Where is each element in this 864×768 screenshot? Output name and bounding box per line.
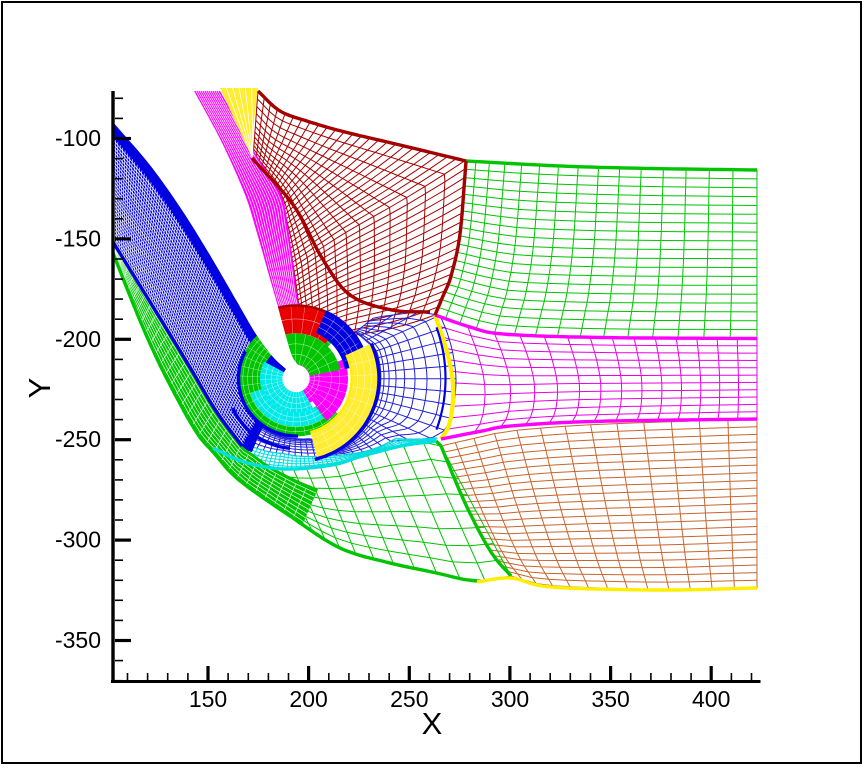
svg-text:-150: -150 [55, 225, 101, 251]
svg-text:150: 150 [189, 686, 227, 712]
svg-text:-250: -250 [55, 426, 101, 452]
svg-text:300: 300 [491, 686, 529, 712]
svg-text:X: X [422, 706, 443, 741]
svg-text:350: 350 [591, 686, 629, 712]
svg-text:-100: -100 [55, 125, 101, 151]
svg-text:400: 400 [692, 686, 730, 712]
svg-text:-350: -350 [55, 627, 101, 653]
svg-text:250: 250 [390, 686, 428, 712]
svg-text:-300: -300 [55, 527, 101, 553]
svg-text:-200: -200 [55, 326, 101, 352]
svg-text:200: 200 [289, 686, 327, 712]
svg-text:Y: Y [22, 378, 57, 399]
